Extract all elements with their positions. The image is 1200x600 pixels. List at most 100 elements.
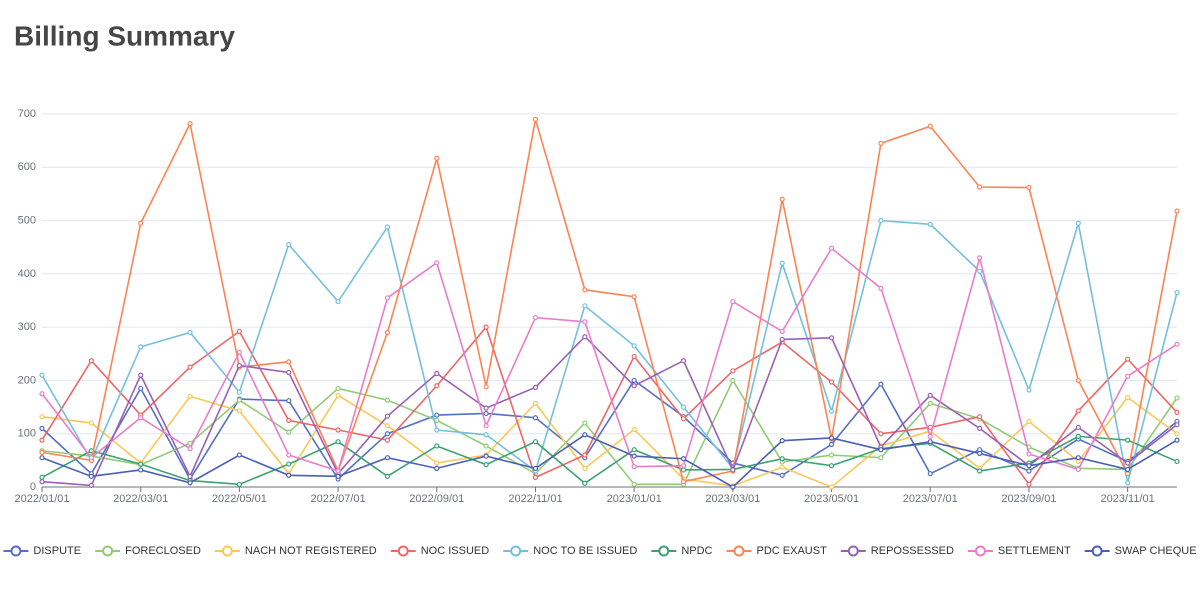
data-point [434,412,440,418]
data-point [236,452,242,458]
data-point [631,377,637,384]
series-line [41,335,1178,487]
data-point [1174,458,1180,465]
data-point [384,431,391,437]
legend-icon [102,545,114,557]
data-point [434,370,440,377]
legend-item[interactable]: NOC TO BE ISSUED [503,545,637,557]
data-point [88,455,94,461]
data-point [730,484,736,490]
data-point [730,368,736,374]
data-point [88,482,94,489]
data-point [779,464,785,470]
data-point [384,329,391,336]
data-point [286,461,292,467]
series-line [41,433,1178,488]
legend-item[interactable]: REPOSSESSED [840,545,954,557]
y-tick-label: 700 [18,108,36,120]
data-point [828,463,835,469]
data-point [828,452,835,458]
legend-item[interactable]: PDC EXAUST [726,545,827,557]
legend-item[interactable]: NOC ISSUED [390,545,490,557]
legend-item[interactable]: FORECLOSED [95,545,201,557]
data-point [977,184,983,190]
data-point [878,431,884,437]
y-tick-label: 200 [18,374,36,386]
data-point [680,467,687,473]
x-tick-label: 2022/11/01 [508,493,562,505]
data-point [680,358,687,364]
data-point [631,343,637,349]
data-point [39,372,45,378]
data-point [730,377,736,384]
legend-label: NOC TO BE ISSUED [533,545,637,557]
data-point [927,400,933,406]
data-point [1026,387,1032,393]
data-point [977,425,983,431]
data-point [1174,431,1180,437]
data-point [977,468,983,474]
data-point [1125,356,1131,362]
data-point [39,437,45,443]
legend-item[interactable]: SETTLEMENT [967,545,1071,557]
legend-label: SETTLEMENT [998,545,1071,557]
data-point [1075,408,1081,414]
legend-label: FORECLOSED [125,545,201,557]
data-point [878,447,884,453]
data-point [1075,433,1081,439]
legend-label: PDC EXAUST [756,545,827,557]
data-point [434,465,440,471]
data-point [582,452,588,458]
data-point [1174,409,1180,415]
legend-label: DISPUTE [33,545,81,557]
data-point [483,324,489,330]
data-point [39,391,45,397]
data-point [828,484,835,490]
data-point [434,155,440,161]
legend-item[interactable]: NPDC [651,545,713,557]
x-tick-label: 2022/01/01 [14,493,69,505]
x-tick-label: 2023/11/01 [1101,493,1155,505]
data-point [483,453,489,459]
data-point [779,196,785,202]
data-point [39,479,45,485]
data-point [384,413,391,419]
legend-icon [10,545,22,557]
data-point [384,224,391,230]
data-point [631,426,637,433]
data-point [1026,468,1032,474]
data-point [39,455,45,461]
data-point [532,116,539,122]
data-point [483,384,489,390]
data-point [1026,481,1032,487]
data-point [532,465,539,471]
data-point [1125,460,1131,466]
legend-item[interactable]: SWAP CHEQUE [1084,545,1197,557]
data-point [434,443,440,449]
data-point [286,452,292,458]
data-point [1125,394,1131,401]
data-point [88,358,94,364]
data-point [88,473,94,479]
data-point [828,245,835,251]
axes: 0 100 200 300 400 500 600 700 2022/01/01 2022/03/… [14,108,1177,505]
data-point [335,298,341,305]
legend-item[interactable]: DISPUTE [3,545,81,557]
data-point [384,437,391,443]
data-point [286,241,292,248]
legend-icon [221,545,233,557]
legend-icon [1091,545,1103,557]
data-point [1026,184,1032,191]
data-point [187,364,193,370]
data-point [1075,377,1081,384]
data-point [977,450,983,457]
data-point [1174,341,1180,347]
legend-item[interactable]: NACH NOT REGISTERED [214,545,377,557]
series-line [41,247,1178,473]
data-point [138,344,144,350]
data-point [582,432,588,438]
data-point [532,314,539,321]
data-point [335,392,341,398]
